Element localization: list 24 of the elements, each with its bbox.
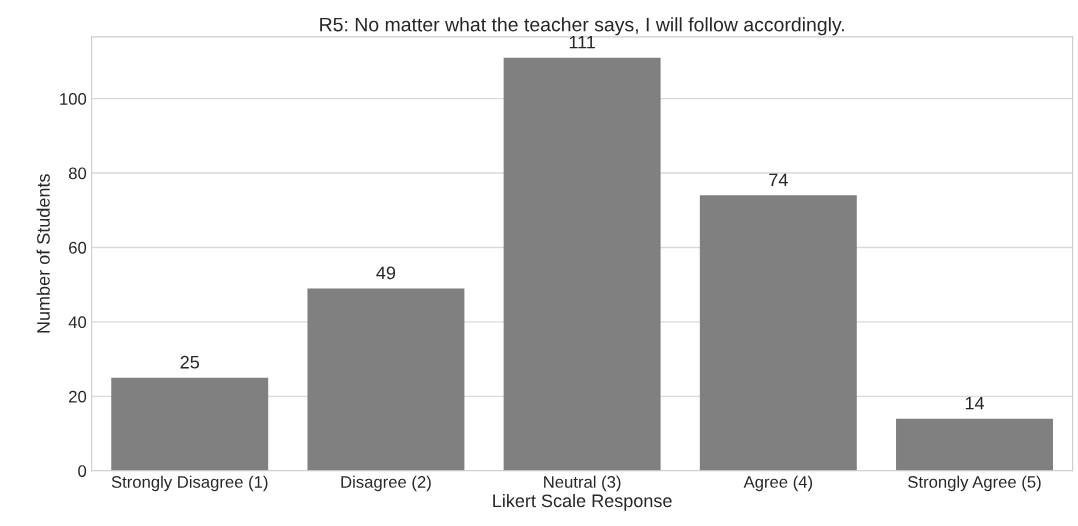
bar	[699, 195, 857, 471]
x-tick-label: Strongly Agree (5)	[908, 475, 1041, 492]
bar	[503, 57, 661, 471]
data-label: 111	[569, 35, 595, 49]
bar	[111, 377, 269, 471]
data-label: 25	[180, 355, 200, 369]
bar	[307, 288, 465, 471]
y-tick-label: 40	[68, 316, 87, 329]
x-tick-label: Agree (4)	[743, 475, 813, 492]
y-tick-label: 100	[60, 93, 87, 105]
data-label: 49	[376, 266, 396, 280]
data-label: 74	[769, 173, 788, 187]
x-tick-label: Strongly Disagree (1)	[111, 475, 268, 492]
y-tick-label: 80	[68, 167, 87, 180]
y-axis-title: Number of Students	[36, 174, 50, 333]
y-tick-label: 0	[78, 465, 87, 477]
bar	[896, 418, 1053, 471]
x-axis-title: Likert Scale Response	[493, 493, 672, 511]
y-tick-label: 60	[69, 241, 87, 254]
chart-title: R5: No matter what the teacher says, I will follow accordingly.	[320, 17, 844, 36]
x-tick-label: Neutral (3)	[544, 475, 621, 492]
x-tick-label: Disagree (2)	[341, 475, 431, 492]
y-tick-label: 20	[69, 390, 87, 403]
data-label: 14	[965, 396, 985, 410]
